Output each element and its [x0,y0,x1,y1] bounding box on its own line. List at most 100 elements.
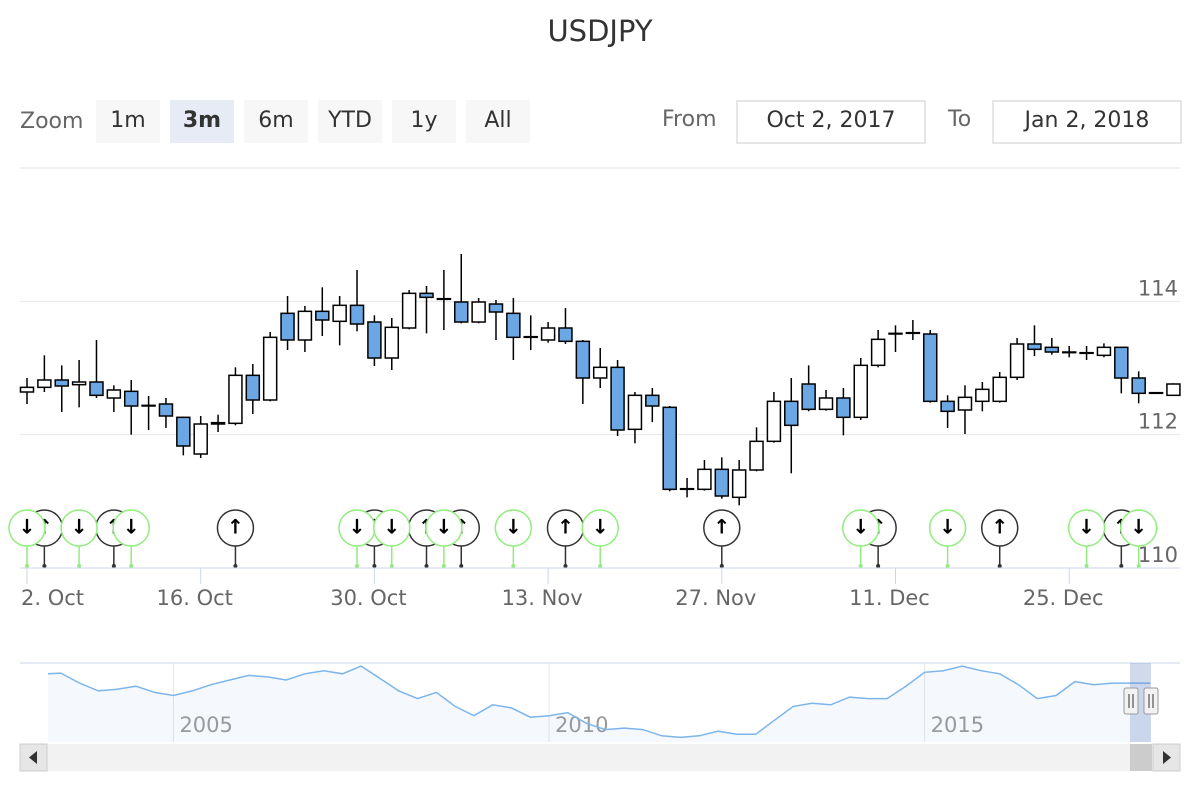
flag[interactable] [842,509,880,547]
candle-body [940,400,955,413]
flag-title: ↓ [505,515,522,539]
scroll-right-arrow [1163,751,1171,764]
candle-body [19,386,35,393]
range-button-label[interactable]: 3m [183,108,221,133]
flag[interactable] [980,509,1019,547]
candle-body [436,297,452,301]
handle-right[interactable] [1143,687,1159,715]
flag[interactable] [373,509,411,547]
flag-title: ↓ [383,515,400,539]
candle-body [454,301,469,323]
candle-body [210,421,226,425]
candle-body [384,326,400,359]
candle-body [471,301,486,323]
flag-dot [563,564,568,568]
candle-body [1061,351,1077,354]
navigator-bg [20,663,1180,742]
candle-body [627,394,643,431]
navigator-selection[interactable] [1130,663,1151,742]
chart-title: USDJPY [547,14,652,48]
candle-body [818,397,834,411]
range-button-label[interactable]: 1y [410,108,437,133]
candle-body [905,331,921,335]
candle-body [870,338,886,367]
candle-body [610,366,625,431]
range-button-label[interactable]: YTD [327,108,372,133]
flag[interactable] [1067,509,1106,547]
flag[interactable] [8,509,46,547]
candle-body [280,312,295,341]
range-button[interactable] [318,100,382,143]
candle-body [123,390,139,407]
navigator-handles[interactable] [1123,687,1159,715]
candle-body [315,310,330,321]
x-tick-label: 16. Oct [157,586,233,610]
flag[interactable] [494,509,533,547]
candle-body [1027,343,1042,351]
candle-body [592,366,608,379]
range-button-label[interactable]: All [484,108,511,133]
flag[interactable] [112,509,150,547]
range-button[interactable] [392,100,456,143]
flag-dot [389,564,394,568]
candle-body [922,333,938,403]
navigator-line [47,665,1150,739]
x-tick-label: 13. Nov [502,586,583,610]
scroll-left-arrow [29,751,37,764]
to-input[interactable] [992,100,1182,144]
candle-body [836,397,851,419]
candle-body [141,404,156,407]
candle-body [731,469,747,499]
flag[interactable] [60,509,98,547]
range-button[interactable] [96,100,160,143]
range-button-label[interactable]: 1m [110,108,145,133]
candle-body [540,327,556,341]
candle-body [1166,383,1181,397]
scrollbar-track[interactable] [20,744,1180,771]
navigator-tick-label: 2010 [555,713,608,737]
candle-body [332,304,347,323]
candle-body [54,379,69,387]
flag-dot [25,564,29,568]
candle-body [992,376,1007,403]
candle-body [193,423,208,455]
from-input[interactable] [736,100,926,144]
candle-body [71,381,87,386]
flag[interactable] [1119,509,1158,547]
flag-dot [511,564,516,568]
scrollbar-thumb[interactable] [1130,744,1152,771]
candle-body [367,321,382,359]
flag-title: ↓ [19,515,36,539]
x-tick-label: 11. Dec [849,586,930,610]
flag[interactable] [581,509,619,547]
candle-body [37,379,52,389]
flag-title: ↓ [1130,515,1147,539]
flag-title: ↓ [852,515,869,539]
flag-dot [1084,564,1089,568]
handle-left[interactable] [1123,687,1139,715]
candle-body [853,364,869,419]
candle-body [749,440,764,471]
flag[interactable] [425,509,463,547]
candle-body [714,468,730,497]
flag[interactable] [703,509,741,547]
from-value[interactable]: Oct 2, 2017 [766,108,895,133]
flag-dot [1136,564,1141,568]
to-value[interactable]: Jan 2, 2018 [1023,108,1150,133]
range-button-label[interactable]: 6m [258,108,293,133]
flag[interactable] [216,509,255,547]
flag[interactable] [928,509,967,547]
range-button[interactable] [170,100,234,143]
y-tick-label: 112 [1138,410,1178,434]
candle-body [1079,351,1094,355]
range-button[interactable] [244,100,308,143]
candle-body [662,406,677,491]
range-button[interactable] [466,100,530,143]
flag-dot [233,564,238,568]
flag-dot [42,564,47,568]
candle-body [523,335,538,339]
candle-body [1096,346,1112,357]
navigator-tick-label: 2005 [179,713,232,737]
candle-body [297,310,313,341]
from-label: From [662,107,717,132]
